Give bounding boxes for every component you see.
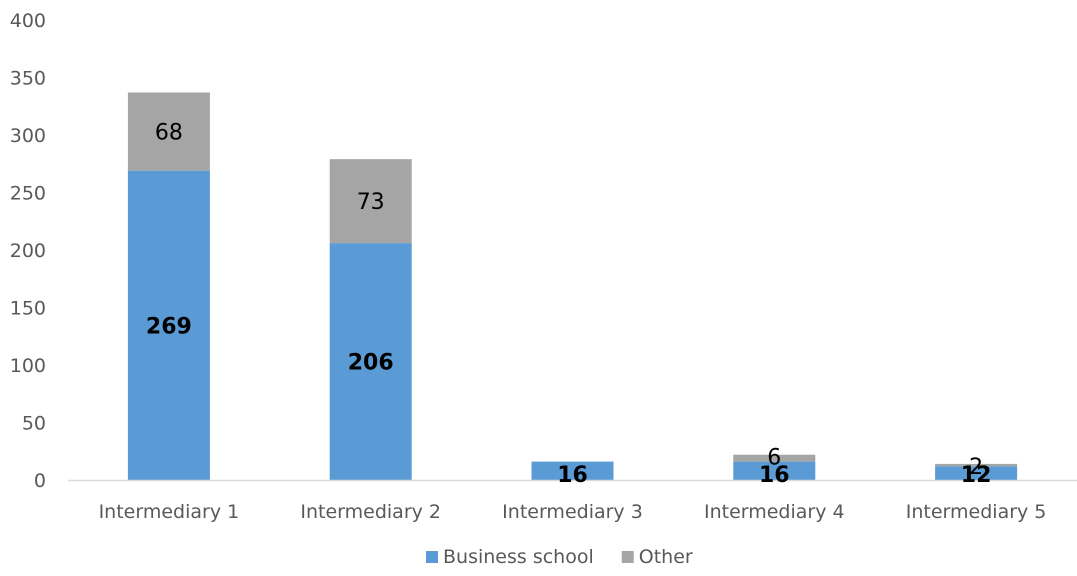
x-axis: Intermediary 1 Intermediary 2 Intermediary…	[99, 501, 1047, 523]
data-label-other: 2	[969, 455, 983, 480]
legend-swatch	[426, 551, 438, 563]
y-tick-label: 50	[22, 413, 46, 435]
x-tick-label: Intermediary 4	[704, 501, 845, 523]
data-label-other: 68	[155, 121, 183, 146]
bar-other	[935, 463, 1018, 467]
data-label-business-school: 12	[961, 463, 992, 488]
bar-business-school	[531, 461, 614, 480]
legend-item-business-school: Business school	[426, 546, 594, 568]
y-tick-label: 300	[10, 125, 46, 147]
y-tick-label: 200	[10, 240, 46, 262]
bar-business-school	[127, 170, 210, 480]
y-tick-label: 150	[10, 298, 46, 320]
y-axis: 0 50 100 150 200 250 300 350 400	[10, 10, 46, 492]
y-tick-label: 350	[10, 68, 46, 90]
y-tick-label: 100	[10, 355, 46, 377]
y-tick-label: 400	[10, 10, 46, 32]
legend-label: Business school	[443, 546, 594, 568]
x-tick-label: Intermediary 5	[906, 501, 1047, 523]
bar-other	[329, 159, 412, 244]
legend-label: Other	[639, 546, 693, 568]
legend-item-other: Other	[621, 546, 693, 568]
bar-business-school	[733, 461, 816, 480]
y-tick-label: 0	[34, 470, 46, 492]
data-label-business-school: 16	[557, 463, 588, 488]
legend: Business school Other	[426, 546, 693, 568]
data-label-other: 6	[767, 446, 781, 471]
y-tick-label: 250	[10, 183, 46, 205]
x-tick-label: Intermediary 3	[502, 501, 643, 523]
bar-other	[733, 454, 816, 462]
legend-swatch	[621, 551, 634, 563]
x-tick-label: Intermediary 1	[99, 501, 240, 523]
data-label-business-school: 206	[348, 351, 394, 376]
bar-business-school	[329, 243, 412, 480]
bar-other	[127, 92, 210, 171]
x-tick-label: Intermediary 2	[300, 501, 441, 523]
data-label-business-school: 16	[759, 463, 790, 488]
bar-series-group	[127, 92, 1018, 480]
data-label-other: 73	[357, 190, 385, 215]
bar-business-school	[935, 466, 1018, 480]
data-label-business-school: 269	[146, 314, 192, 339]
